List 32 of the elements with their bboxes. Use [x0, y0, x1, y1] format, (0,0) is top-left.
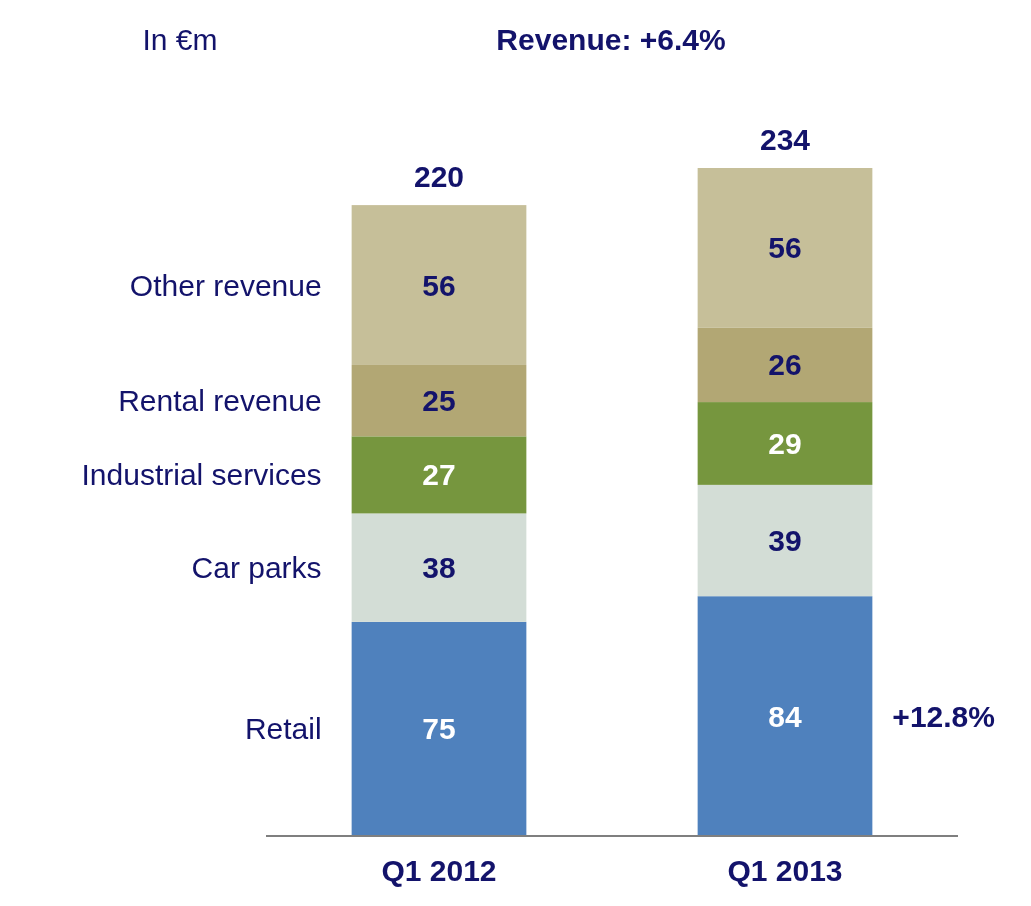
bar: [697, 596, 873, 836]
x-tick-label: Q1 2013: [727, 854, 843, 887]
total-label: 220: [413, 160, 465, 194]
y-axis-title: In €m: [142, 23, 218, 56]
data-label: 39: [768, 524, 802, 558]
data-label: 26: [768, 348, 802, 382]
data-label: 56: [422, 268, 456, 302]
bar: [697, 327, 873, 403]
chart-title: Revenue: +6.4%: [496, 23, 726, 56]
bar: [697, 168, 873, 328]
data-label: 38: [422, 551, 456, 585]
data-label: 84: [768, 699, 802, 733]
data-label: 25: [422, 384, 456, 418]
data-label: 27: [422, 458, 456, 492]
bar: [351, 436, 527, 514]
series-label: Rental revenue: [118, 384, 322, 418]
bar: [351, 364, 527, 437]
data-label: 29: [768, 426, 802, 460]
x-tick-label: Q1 2012: [381, 854, 497, 887]
series-label: Industrial services: [81, 458, 322, 492]
bar: [697, 402, 873, 485]
series-label: Other revenue: [129, 268, 322, 302]
bar: [351, 621, 527, 836]
series-label: Retail: [244, 712, 322, 746]
data-label: 56: [768, 231, 802, 265]
annotation: +12.8%: [892, 699, 995, 733]
total-label: 234: [759, 123, 811, 156]
bar: [697, 484, 873, 597]
bar: [351, 205, 527, 365]
bar: [351, 513, 527, 622]
data-label: 75: [422, 712, 456, 746]
series-label: Car parks: [191, 551, 322, 585]
